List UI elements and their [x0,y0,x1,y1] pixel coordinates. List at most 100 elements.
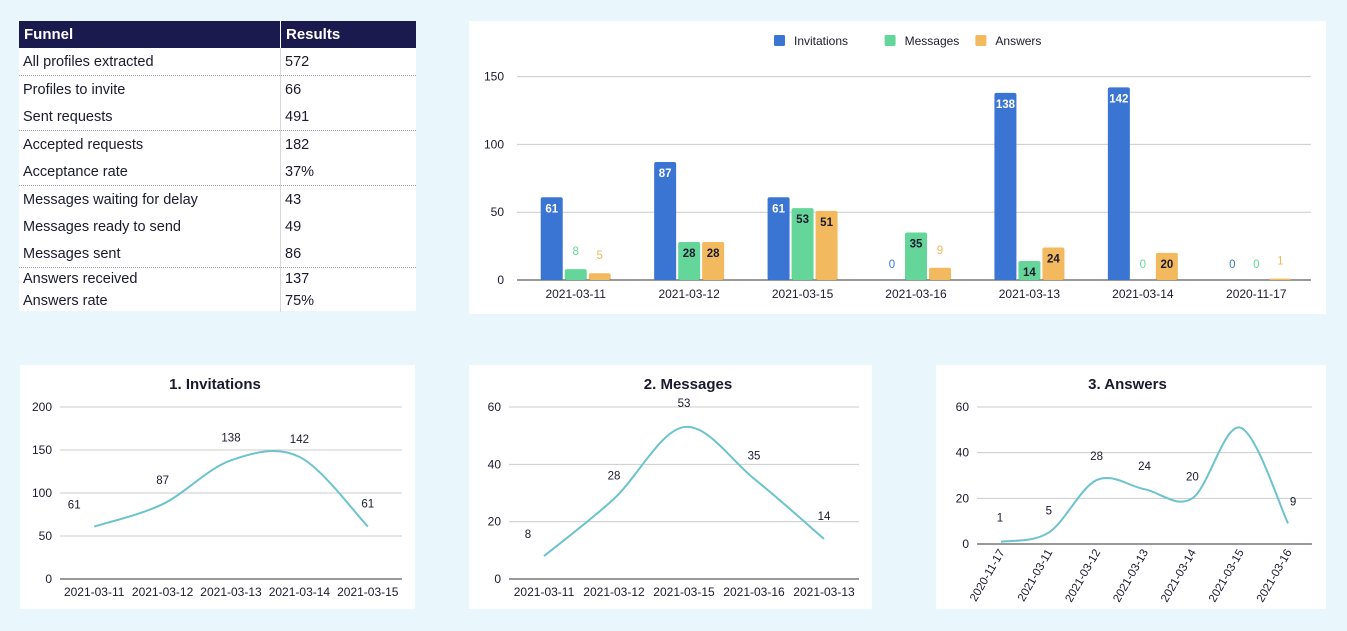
x-tick-label: 2021-03-11 [514,585,575,599]
y-tick-label: 50 [491,205,505,219]
bar-value-label: 0 [1253,259,1259,271]
bar-value-label: 35 [910,239,923,251]
data-label: 53 [678,398,691,410]
legend-answers-label: Answers [995,34,1041,48]
bar-value-label: 51 [820,217,833,229]
x-tick-label: 2021-03-13 [793,585,855,599]
data-label: 61 [68,500,81,512]
x-tick-label: 2021-03-16 [885,287,947,301]
x-tick-label: 2021-03-11 [545,287,606,301]
x-tick-label: 2021-03-13 [200,585,262,599]
x-tick-label: 2021-03-13 [1111,548,1151,605]
bar-value-label: 5 [597,250,603,262]
data-label: 28 [1090,451,1103,463]
bar [1155,252,1178,280]
table-row: Sent requests 491 [19,103,416,131]
data-label: 1 [997,513,1003,525]
bar [540,197,563,280]
row-value: 43 [280,185,416,213]
row-value: 182 [280,130,416,158]
table-row: Profiles to invite 66 [19,75,416,103]
chart-title: 3. Answers [1088,376,1167,393]
y-tick-label: 60 [488,400,502,414]
bar [702,242,725,280]
bar [905,232,927,280]
y-tick-label: 40 [956,446,970,460]
bar-value-label: 61 [545,203,558,215]
row-label: All profiles extracted [19,48,281,76]
funnel-table-panel: Funnel Results All profiles extracted 57… [19,21,416,312]
bar-value-label: 0 [889,259,895,271]
x-tick-label: 2020-11-17 [1226,287,1287,301]
table-row: All profiles extracted 572 [19,48,416,76]
x-tick-label: 2021-03-12 [132,585,194,599]
legend-answers-swatch [975,35,987,46]
invitations-chart-panel: 1. Invitations 0 50 100 150 200 2021-03-11 2021… [20,365,415,609]
chart-title: 1. Invitations [169,376,261,393]
y-tick-label: 100 [484,137,504,151]
funnel-header-results: Results [280,21,416,48]
row-label: Answers rate [19,290,281,312]
row-value: 75% [285,293,315,309]
legend-messages-label: Messages [905,34,960,48]
row-label: Accepted requests [19,130,281,158]
x-tick-label: 2020-11-17 [968,548,1007,604]
bar [791,208,814,280]
x-tick-label: 2021-03-12 [1063,548,1103,605]
bar-value-label: 28 [707,248,720,260]
row-value: 572 [285,53,310,70]
y-tick-label: 0 [45,572,52,586]
data-label: 14 [818,511,831,523]
table-row: Messages waiting for delay 43 [19,185,416,213]
row-value: 37% [285,163,315,180]
messages-line-chart: 2. Messages 0 20 40 60 2021-03-11 2021-03-12 20… [488,376,859,599]
table-row: Answers rate 75% [19,290,416,312]
y-tick-label: 0 [497,273,504,287]
x-tick-label: 2021-03-15 [653,585,715,599]
x-tick-label: 2021-03-14 [1159,547,1199,604]
bar-value-label: 142 [1109,93,1128,105]
bar [994,92,1017,281]
row-label: Messages waiting for delay [19,185,281,213]
bar [678,242,701,280]
row-label: Profiles to invite [19,75,281,103]
bar-value-label: 1 [1277,256,1283,268]
y-tick-label: 150 [484,70,504,84]
table-row: Answers received 137 [19,267,416,290]
bar-value-label: 20 [1160,259,1173,271]
x-tick-label: 2021-03-14 [1112,287,1174,301]
row-value: 86 [285,245,302,262]
series-line [93,450,369,528]
row-label: Messages sent [19,240,281,268]
y-tick-label: 0 [962,537,969,551]
answers-chart-panel: 3. Answers 0 20 40 60 2020-11-17 2021-03-11 202… [936,365,1326,609]
y-tick-label: 60 [956,400,970,414]
x-tick-label: 2021-03-15 [772,287,834,301]
data-label: 8 [525,529,531,541]
x-tick-label: 2021-03-15 [1207,548,1247,605]
y-tick-label: 0 [494,572,501,586]
y-tick-label: 50 [39,529,53,543]
y-tick-label: 20 [488,515,502,529]
bar [929,267,951,280]
y-tick-label: 40 [488,457,502,471]
bar-value-label: 53 [796,214,809,226]
bar-value-label: 24 [1047,253,1060,265]
x-tick-label: 2021-03-13 [999,287,1061,301]
x-tick-label: 2021-03-12 [583,585,645,599]
table-row: Messages sent 86 [19,240,416,268]
data-label: 9 [1290,496,1296,508]
row-value: 137 [280,267,416,290]
chart-title: 2. Messages [644,376,732,393]
funnel-table: Funnel Results All profiles extracted 57… [19,21,416,312]
y-tick-label: 150 [32,443,52,457]
bar-value-label: 0 [1140,259,1146,271]
data-label: 138 [221,432,240,444]
bar [654,162,677,280]
data-label: 61 [361,499,374,511]
legend-invitations-swatch [774,35,785,46]
data-label: 142 [290,434,309,446]
bar-value-label: 138 [996,99,1016,111]
x-tick-label: 2021-03-15 [337,585,399,599]
